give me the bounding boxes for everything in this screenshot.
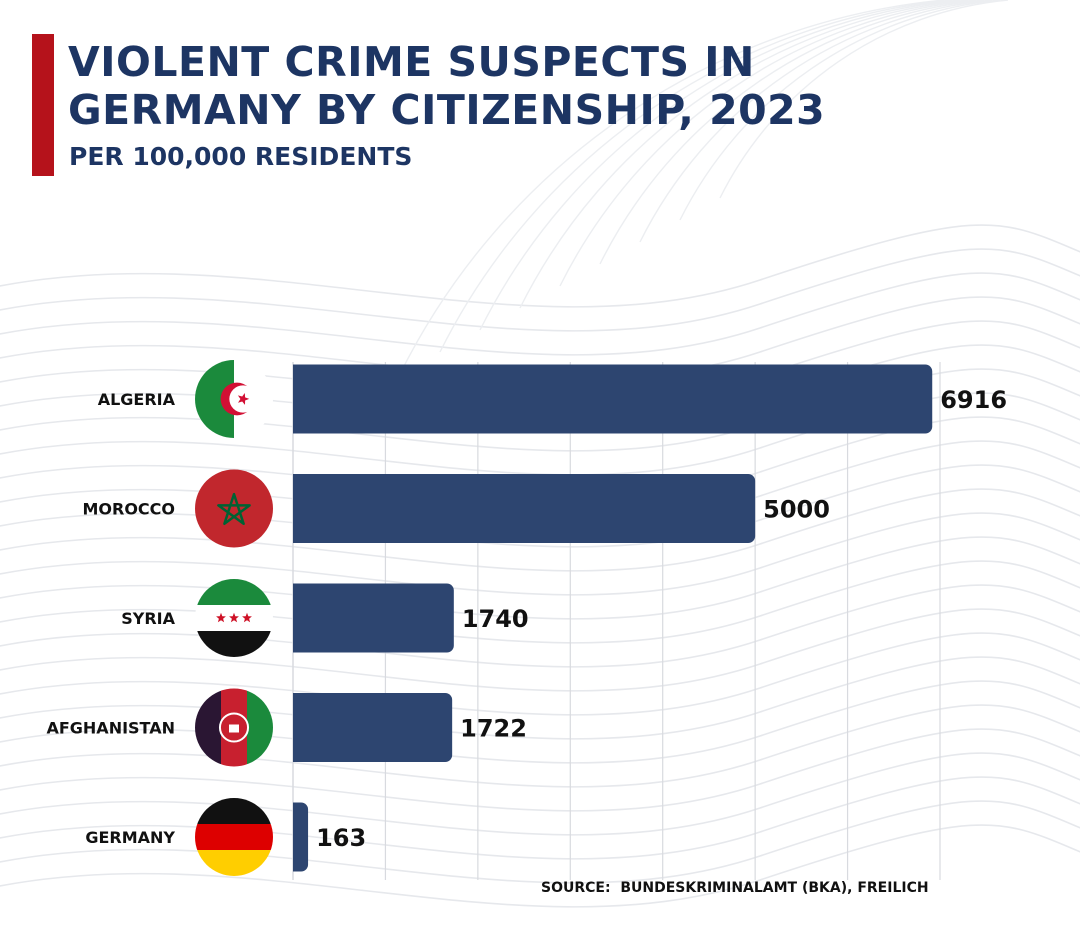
category-label-germany: GERMANY [85, 828, 175, 847]
bar-square-edge [293, 802, 301, 872]
bar-afghanistan [293, 693, 453, 762]
value-label-morocco: 5000 [763, 496, 830, 524]
category-label-afghanistan: AFGHANISTAN [46, 719, 175, 738]
chart-title-line-2: GERMANY BY CITIZENSHIP, 2023 [68, 86, 826, 134]
morocco-flag-icon [195, 469, 273, 548]
germany-flag-icon [195, 798, 273, 876]
title-accent-bar [32, 34, 54, 176]
chart-subtitle: PER 100,000 RESIDENTS [69, 142, 413, 171]
syria-flag-icon [195, 579, 273, 657]
value-label-germany: 163 [316, 824, 366, 852]
value-label-syria: 1740 [462, 605, 529, 633]
bar-square-edge [293, 583, 301, 653]
chart-title-line-1: VIOLENT CRIME SUSPECTS IN [68, 38, 755, 86]
afghanistan-flag-icon [195, 688, 273, 767]
bar-square-edge [293, 364, 301, 434]
bar-square-edge [293, 474, 301, 543]
source-note: SOURCE: BUNDESKRIMINALAMT (BKA), FREILIC… [541, 880, 929, 896]
category-label-morocco: MOROCCO [82, 500, 175, 519]
bar-square-edge [293, 693, 301, 762]
category-label-syria: SYRIA [121, 609, 175, 628]
value-label-afghanistan: 1722 [460, 715, 527, 743]
bar-morocco [293, 474, 756, 543]
algeria-flag-icon [195, 360, 273, 438]
bar-algeria [293, 364, 933, 434]
grid [292, 362, 941, 880]
bar-syria [293, 583, 454, 653]
chart-title: VIOLENT CRIME SUSPECTS IN GERMANY BY CITI… [68, 38, 968, 134]
value-label-algeria: 6916 [940, 386, 1007, 414]
category-label-algeria: ALGERIA [98, 390, 176, 409]
